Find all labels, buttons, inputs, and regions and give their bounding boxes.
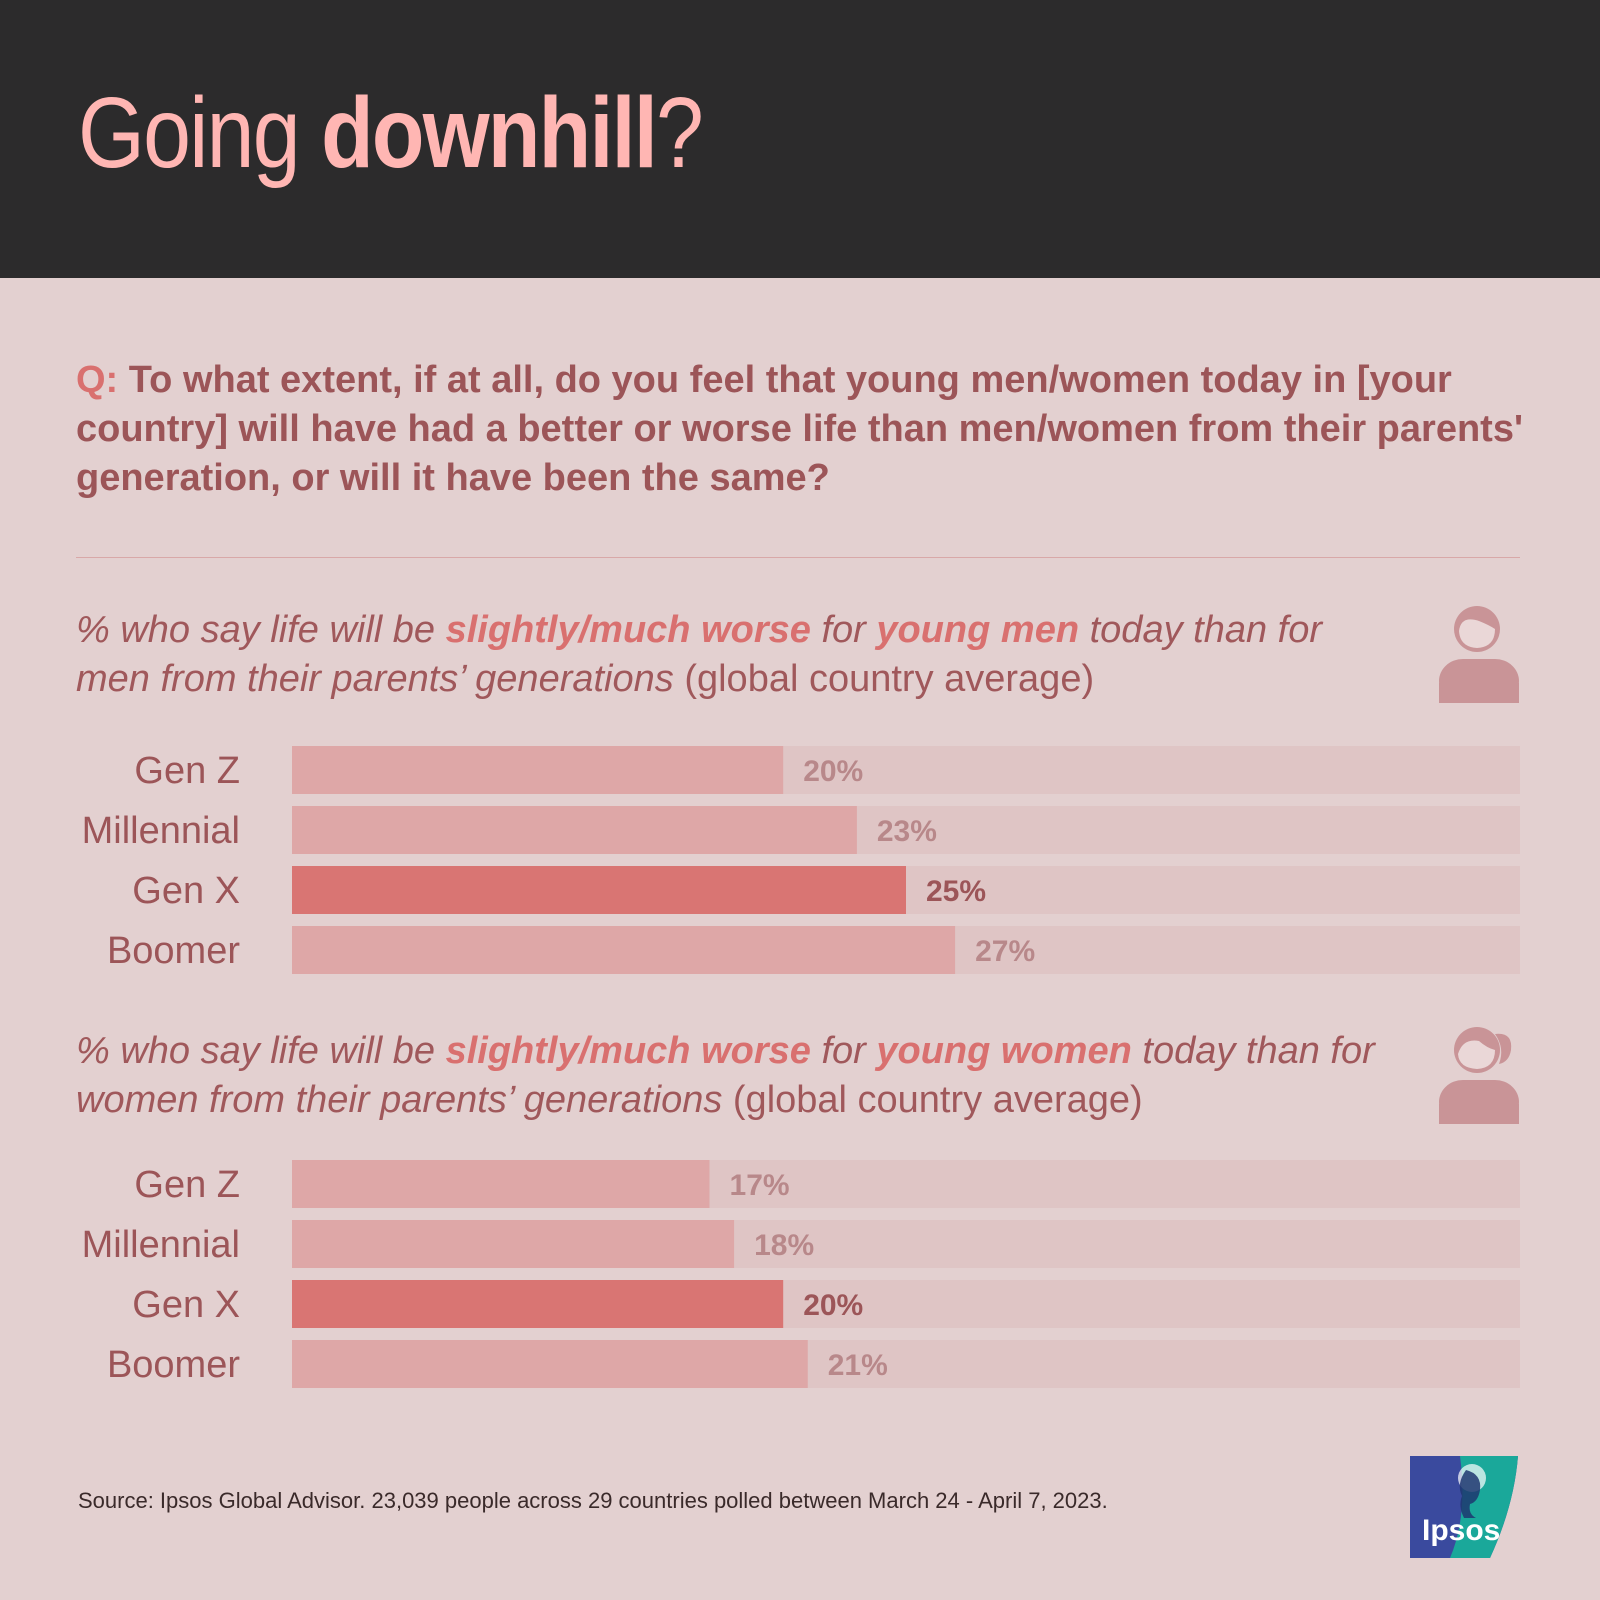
value-label: 23% bbox=[877, 815, 937, 848]
category-label: Boomer bbox=[107, 1344, 240, 1386]
men-chart-subtitle: % who say life will be slightly/much wor… bbox=[76, 609, 1322, 700]
logo-text: Ipsos bbox=[1422, 1514, 1500, 1547]
bar bbox=[292, 746, 784, 794]
page-title: Going downhill? bbox=[78, 77, 704, 189]
value-label: 20% bbox=[803, 1289, 863, 1322]
question-prefix: Q: bbox=[76, 359, 119, 401]
women-chart-subtitle: % who say life will be slightly/much wor… bbox=[76, 1030, 1375, 1121]
ipsos-logo: Ipsos bbox=[1410, 1456, 1518, 1558]
survey-question: Q: To what extent, if at all, do you fee… bbox=[76, 356, 1526, 503]
value-label: 27% bbox=[975, 935, 1035, 968]
bar bbox=[292, 926, 956, 974]
man-icon bbox=[1439, 606, 1519, 703]
category-label: Millennial bbox=[82, 810, 240, 852]
bar bbox=[292, 806, 857, 854]
bar bbox=[292, 1160, 710, 1208]
category-label: Gen X bbox=[132, 1284, 240, 1326]
value-label: 17% bbox=[730, 1169, 790, 1202]
bar bbox=[292, 1220, 735, 1268]
divider bbox=[76, 557, 1520, 558]
category-label: Gen X bbox=[132, 870, 240, 912]
bar bbox=[292, 866, 906, 914]
bar bbox=[292, 1280, 784, 1328]
question-text: To what extent, if at all, do you feel t… bbox=[76, 359, 1523, 499]
header-band bbox=[0, 0, 1600, 278]
value-label: 21% bbox=[828, 1349, 888, 1382]
bar bbox=[292, 1340, 808, 1388]
source-footnote: Source: Ipsos Global Advisor. 23,039 peo… bbox=[78, 1488, 1108, 1513]
category-label: Boomer bbox=[107, 930, 240, 972]
category-label: Gen Z bbox=[134, 750, 240, 792]
value-label: 25% bbox=[926, 875, 986, 908]
value-label: 20% bbox=[803, 755, 863, 788]
category-label: Gen Z bbox=[134, 1164, 240, 1206]
category-label: Millennial bbox=[82, 1224, 240, 1266]
woman-icon bbox=[1439, 1027, 1519, 1124]
chart-young-women: Gen Z 17% Millennial 18% Gen X 20% Boomer 21% bbox=[82, 1160, 1520, 1388]
chart-young-men: Gen Z 20% Millennial 23% Gen X 25% Boomer 27% bbox=[82, 746, 1520, 974]
value-label: 18% bbox=[754, 1229, 814, 1262]
